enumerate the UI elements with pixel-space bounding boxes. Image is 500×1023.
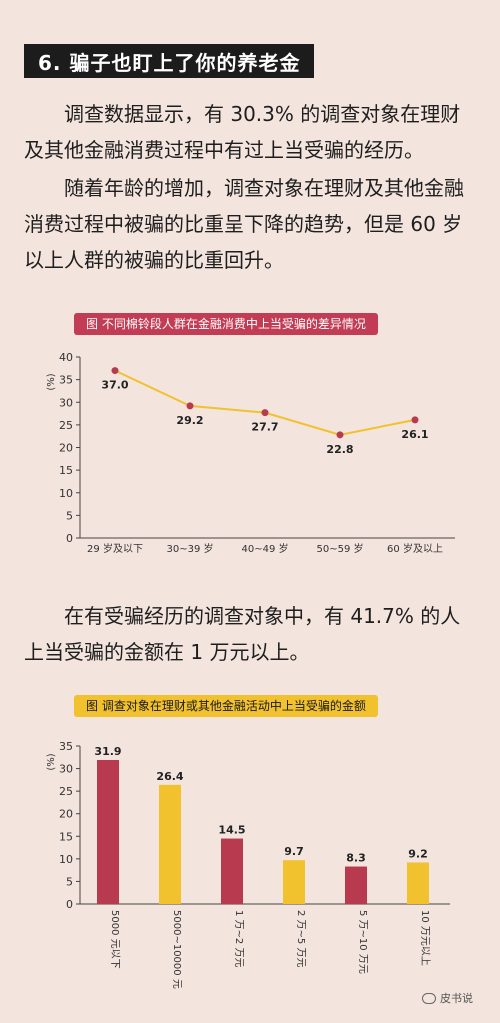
data-label: 27.7	[251, 421, 278, 434]
y-tick-label: 30	[59, 763, 73, 776]
x-tick-label: 50~59 岁	[316, 542, 363, 555]
watermark: 皮书说	[422, 990, 473, 1006]
amount-bar-chart: 0 5 10 15 20 25 30 35(%) 31.9 5000 元以下 26.4 5000~10…	[46, 740, 450, 989]
y-tick-label: 0	[66, 898, 73, 911]
x-tick-label: 5000~10000 元	[171, 910, 182, 989]
bar	[221, 838, 243, 904]
data-label: 31.9	[94, 745, 121, 758]
bar	[283, 860, 305, 904]
data-label: 9.7	[284, 845, 304, 858]
paragraph-survey: 调查数据显示，有 30.3% 的调查对象在理财及其他金融消费过程中有过上当受骗的…	[24, 102, 461, 162]
section-title: 6. 骗子也盯上了你的养老金	[24, 44, 315, 78]
y-tick-label: 25	[59, 785, 73, 798]
data-label: 29.2	[176, 414, 203, 427]
watermark-text: 皮书说	[440, 992, 473, 1005]
y-tick-label: 20	[59, 808, 73, 821]
data-label: 26.4	[156, 770, 183, 783]
y-tick-label: 35	[59, 374, 73, 387]
x-tick-label: 5000 元以下	[109, 910, 120, 969]
data-point	[111, 367, 119, 375]
x-tick-label: 1 万~2 万元	[233, 910, 244, 967]
bar	[159, 784, 181, 904]
paragraph-age-trend: 随着年龄的增加，调查对象在理财及其他金融消费过程中被骗的比重呈下降的趋势，但是 …	[24, 176, 464, 272]
y-tick-label: 15	[59, 464, 73, 477]
wechat-icon	[422, 992, 436, 1004]
y-tick-label: 0	[66, 532, 73, 545]
y-tick-label: 10	[59, 487, 73, 500]
y-tick-label: 30	[59, 396, 73, 409]
data-point	[336, 431, 344, 439]
data-point	[261, 409, 269, 417]
bar	[345, 866, 367, 904]
y-tick-label: 25	[59, 419, 73, 432]
y-tick-label: 40	[59, 351, 73, 364]
y-tick-label: 15	[59, 830, 73, 843]
paragraph-amount: 在有受骗经历的调查对象中，有 41.7% 的人上当受骗的金额在 1 万元以上。	[24, 604, 461, 664]
y-axis-label: (%)	[46, 373, 57, 390]
data-point	[186, 402, 194, 410]
data-label: 9.2	[408, 847, 428, 860]
x-tick-label: 40~49 岁	[241, 542, 288, 555]
data-label: 14.5	[218, 824, 245, 837]
x-tick-label: 30~39 岁	[166, 542, 213, 555]
y-tick-label: 20	[59, 442, 73, 455]
x-tick-label: 29 岁及以下	[87, 542, 143, 555]
y-axis-label: (%)	[46, 753, 57, 770]
data-label: 26.1	[401, 428, 428, 441]
age-line-chart: 0 5 10 15 20 25 30 35 40(%) 37.0 29 岁及以下 29.2 30~39 …	[46, 351, 455, 555]
data-label: 37.0	[101, 379, 128, 392]
x-tick-label: 60 岁及以上	[387, 542, 443, 555]
x-tick-label: 2 万~5 万元	[295, 910, 306, 967]
x-tick-label: 10 万元以上	[419, 910, 431, 966]
y-tick-label: 5	[66, 875, 73, 888]
bar	[407, 862, 429, 904]
y-tick-label: 35	[59, 740, 73, 753]
bar	[97, 759, 119, 904]
data-label: 22.8	[326, 443, 353, 456]
data-point	[411, 416, 419, 424]
chart2-title: 图 调查对象在理财或其他金融活动中上当受骗的金额	[74, 695, 378, 717]
data-label: 8.3	[346, 852, 366, 865]
y-tick-label: 10	[59, 853, 73, 866]
chart1-title: 图 不同棉铃段人群在金融消费中上当受骗的差异情况	[74, 313, 378, 335]
x-tick-label: 5 万~10 万元	[357, 910, 368, 974]
y-tick-label: 5	[66, 509, 73, 522]
